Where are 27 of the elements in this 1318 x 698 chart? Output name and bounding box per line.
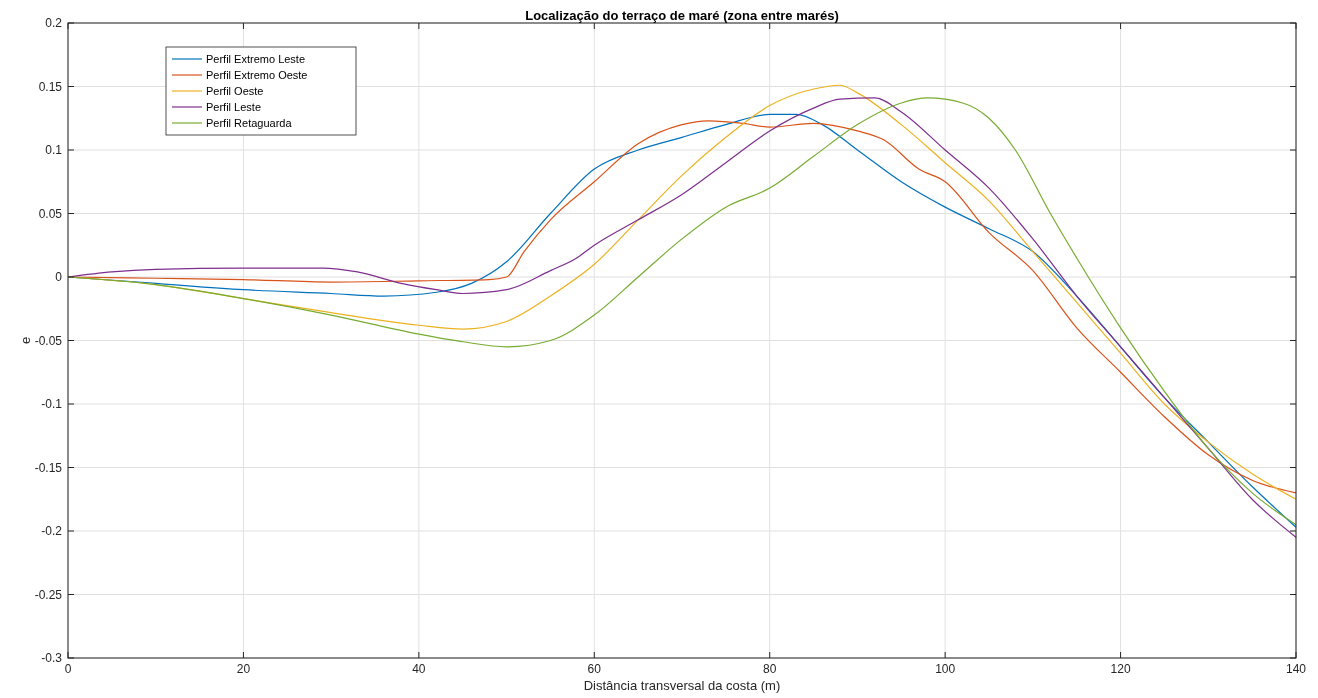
y-tick-label: -0.3 — [41, 651, 63, 665]
y-tick-label: -0.25 — [34, 587, 63, 602]
y-tick-label: 0.05 — [38, 206, 63, 221]
x-tick-label: 120 — [1110, 662, 1131, 676]
y-tick-label: 0 — [55, 270, 63, 284]
y-tick-label: 0.2 — [45, 16, 63, 30]
x-axis-title: Distância transversal da costa (m) — [583, 678, 781, 693]
x-tick-label: 80 — [763, 662, 777, 676]
legend-label: Perfil Extremo Oeste — [206, 69, 308, 81]
x-tick-label: 40 — [412, 662, 426, 676]
legend-label: Perfil Leste — [206, 101, 262, 113]
y-tick-label: 0.15 — [38, 79, 63, 94]
y-tick-label: -0.05 — [34, 333, 63, 348]
x-tick-label: 60 — [587, 662, 602, 676]
x-tick-label: 20 — [236, 662, 251, 676]
y-tick-label: -0.15 — [34, 460, 63, 475]
y-axis-title: e — [18, 336, 33, 345]
x-tick-label: 100 — [935, 662, 956, 676]
y-tick-label: 0.1 — [45, 143, 63, 157]
legend-label: Perfil Oeste — [206, 85, 264, 97]
x-tick-label: 140 — [1285, 662, 1307, 676]
y-tick-label: -0.1 — [41, 397, 63, 411]
legend-label: Perfil Extremo Leste — [206, 53, 306, 65]
x-tick-label: 0 — [64, 662, 72, 676]
legend-label: Perfil Retaguarda — [206, 117, 293, 129]
y-tick-label: -0.2 — [41, 524, 63, 538]
chart-title: Localização do terraço de maré (zona entre marés) — [525, 8, 839, 23]
